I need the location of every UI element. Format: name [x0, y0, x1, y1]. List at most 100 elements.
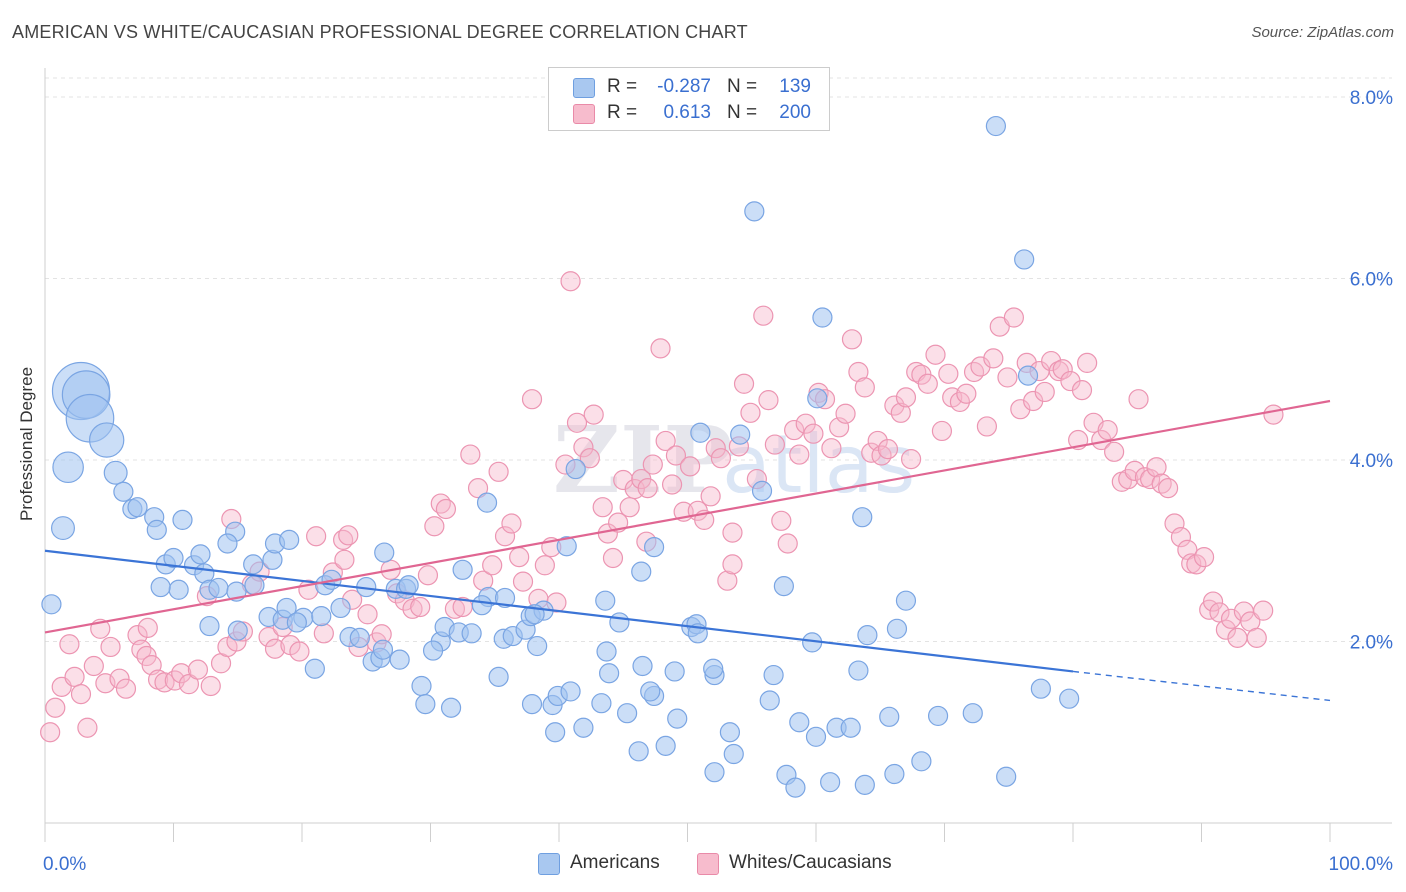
- point-whites: [771, 510, 792, 531]
- point-whites: [1003, 307, 1024, 328]
- point-whites: [512, 571, 534, 592]
- point-americans: [609, 612, 630, 633]
- point-whites: [795, 413, 816, 434]
- point-americans: [763, 664, 784, 686]
- point-whites: [1186, 554, 1207, 575]
- x-tick-label-max: 100.0%: [1329, 854, 1394, 875]
- point-whites: [1170, 527, 1192, 548]
- point-americans: [190, 544, 211, 565]
- point-whites: [619, 497, 640, 518]
- point-americans: [789, 712, 810, 733]
- point-whites: [137, 617, 158, 638]
- point-americans: [372, 639, 394, 660]
- point-americans: [227, 620, 248, 641]
- point-whites: [154, 672, 175, 693]
- point-whites: [1220, 608, 1242, 629]
- point-americans: [854, 774, 875, 795]
- point-whites: [890, 402, 911, 423]
- point-americans: [163, 547, 184, 569]
- point-whites: [566, 412, 588, 433]
- point-americans: [628, 741, 649, 762]
- point-whites: [501, 513, 522, 534]
- point-whites: [777, 533, 798, 554]
- point-whites: [740, 402, 761, 423]
- point-whites: [200, 675, 221, 697]
- point-whites: [417, 565, 439, 586]
- y-tick-label: 6.0%: [1350, 270, 1393, 291]
- point-americans: [848, 660, 869, 681]
- point-whites: [679, 456, 701, 477]
- point-whites: [821, 438, 842, 459]
- point-americans: [591, 693, 612, 714]
- point-whites: [357, 604, 378, 625]
- point-americans: [476, 492, 498, 513]
- point-americans: [440, 697, 462, 718]
- point-whites: [1215, 619, 1237, 640]
- point-whites: [494, 526, 516, 547]
- point-americans: [664, 661, 685, 682]
- point-americans: [631, 561, 652, 582]
- point-americans: [565, 458, 586, 480]
- y-tick-label: 8.0%: [1350, 88, 1393, 109]
- point-americans: [276, 597, 297, 619]
- point-americans: [150, 576, 171, 598]
- point-whites: [848, 361, 869, 383]
- point-americans: [895, 590, 917, 611]
- point-americans: [911, 751, 932, 772]
- point-whites: [83, 655, 104, 677]
- point-whites: [835, 403, 856, 424]
- point-americans: [244, 575, 265, 596]
- point-whites: [1146, 457, 1167, 478]
- point-whites: [100, 636, 121, 658]
- point-whites: [963, 361, 985, 383]
- point-americans: [461, 623, 482, 644]
- point-americans: [807, 388, 828, 409]
- point-americans: [667, 708, 688, 729]
- point-americans: [617, 703, 638, 724]
- point-whites: [764, 434, 785, 455]
- point-whites: [758, 390, 779, 411]
- point-whites: [592, 497, 613, 518]
- point-americans: [595, 590, 616, 611]
- point-whites: [1139, 468, 1161, 490]
- point-americans: [527, 635, 548, 657]
- point-americans: [422, 640, 444, 661]
- point-whites: [976, 416, 998, 437]
- point-whites: [334, 549, 355, 570]
- point-whites: [789, 444, 810, 465]
- bottom-legend-label-americans: Americans: [570, 852, 660, 873]
- point-whites: [77, 717, 98, 738]
- point-whites: [460, 444, 481, 465]
- point-americans: [452, 559, 473, 580]
- point-americans: [103, 460, 128, 485]
- point-whites: [1071, 380, 1093, 401]
- point-whites: [1010, 399, 1031, 420]
- point-whites: [467, 478, 489, 499]
- point-americans: [719, 722, 741, 743]
- point-whites: [70, 684, 92, 705]
- point-whites: [1128, 389, 1149, 410]
- point-whites: [931, 420, 953, 442]
- y-tick-label: 2.0%: [1350, 633, 1393, 654]
- point-americans: [349, 627, 370, 648]
- point-americans: [599, 663, 620, 684]
- point-americans: [127, 497, 148, 518]
- point-whites: [1118, 468, 1139, 490]
- point-whites: [171, 663, 192, 684]
- point-whites: [655, 430, 676, 452]
- point-whites: [700, 486, 721, 507]
- bottom-legend-label-whites: Whites/Caucasians: [729, 852, 892, 873]
- point-whites: [1077, 352, 1098, 373]
- point-americans: [812, 307, 833, 328]
- point-americans: [488, 666, 509, 687]
- legend-n-label: N =: [727, 76, 758, 97]
- point-whites: [482, 555, 503, 576]
- point-whites: [661, 474, 683, 495]
- point-americans: [168, 579, 189, 600]
- point-whites: [1052, 359, 1073, 380]
- legend-swatch-americans: [573, 78, 595, 98]
- point-americans: [286, 612, 307, 633]
- point-whites: [534, 555, 555, 576]
- point-americans: [840, 717, 861, 738]
- point-whites: [983, 348, 1004, 369]
